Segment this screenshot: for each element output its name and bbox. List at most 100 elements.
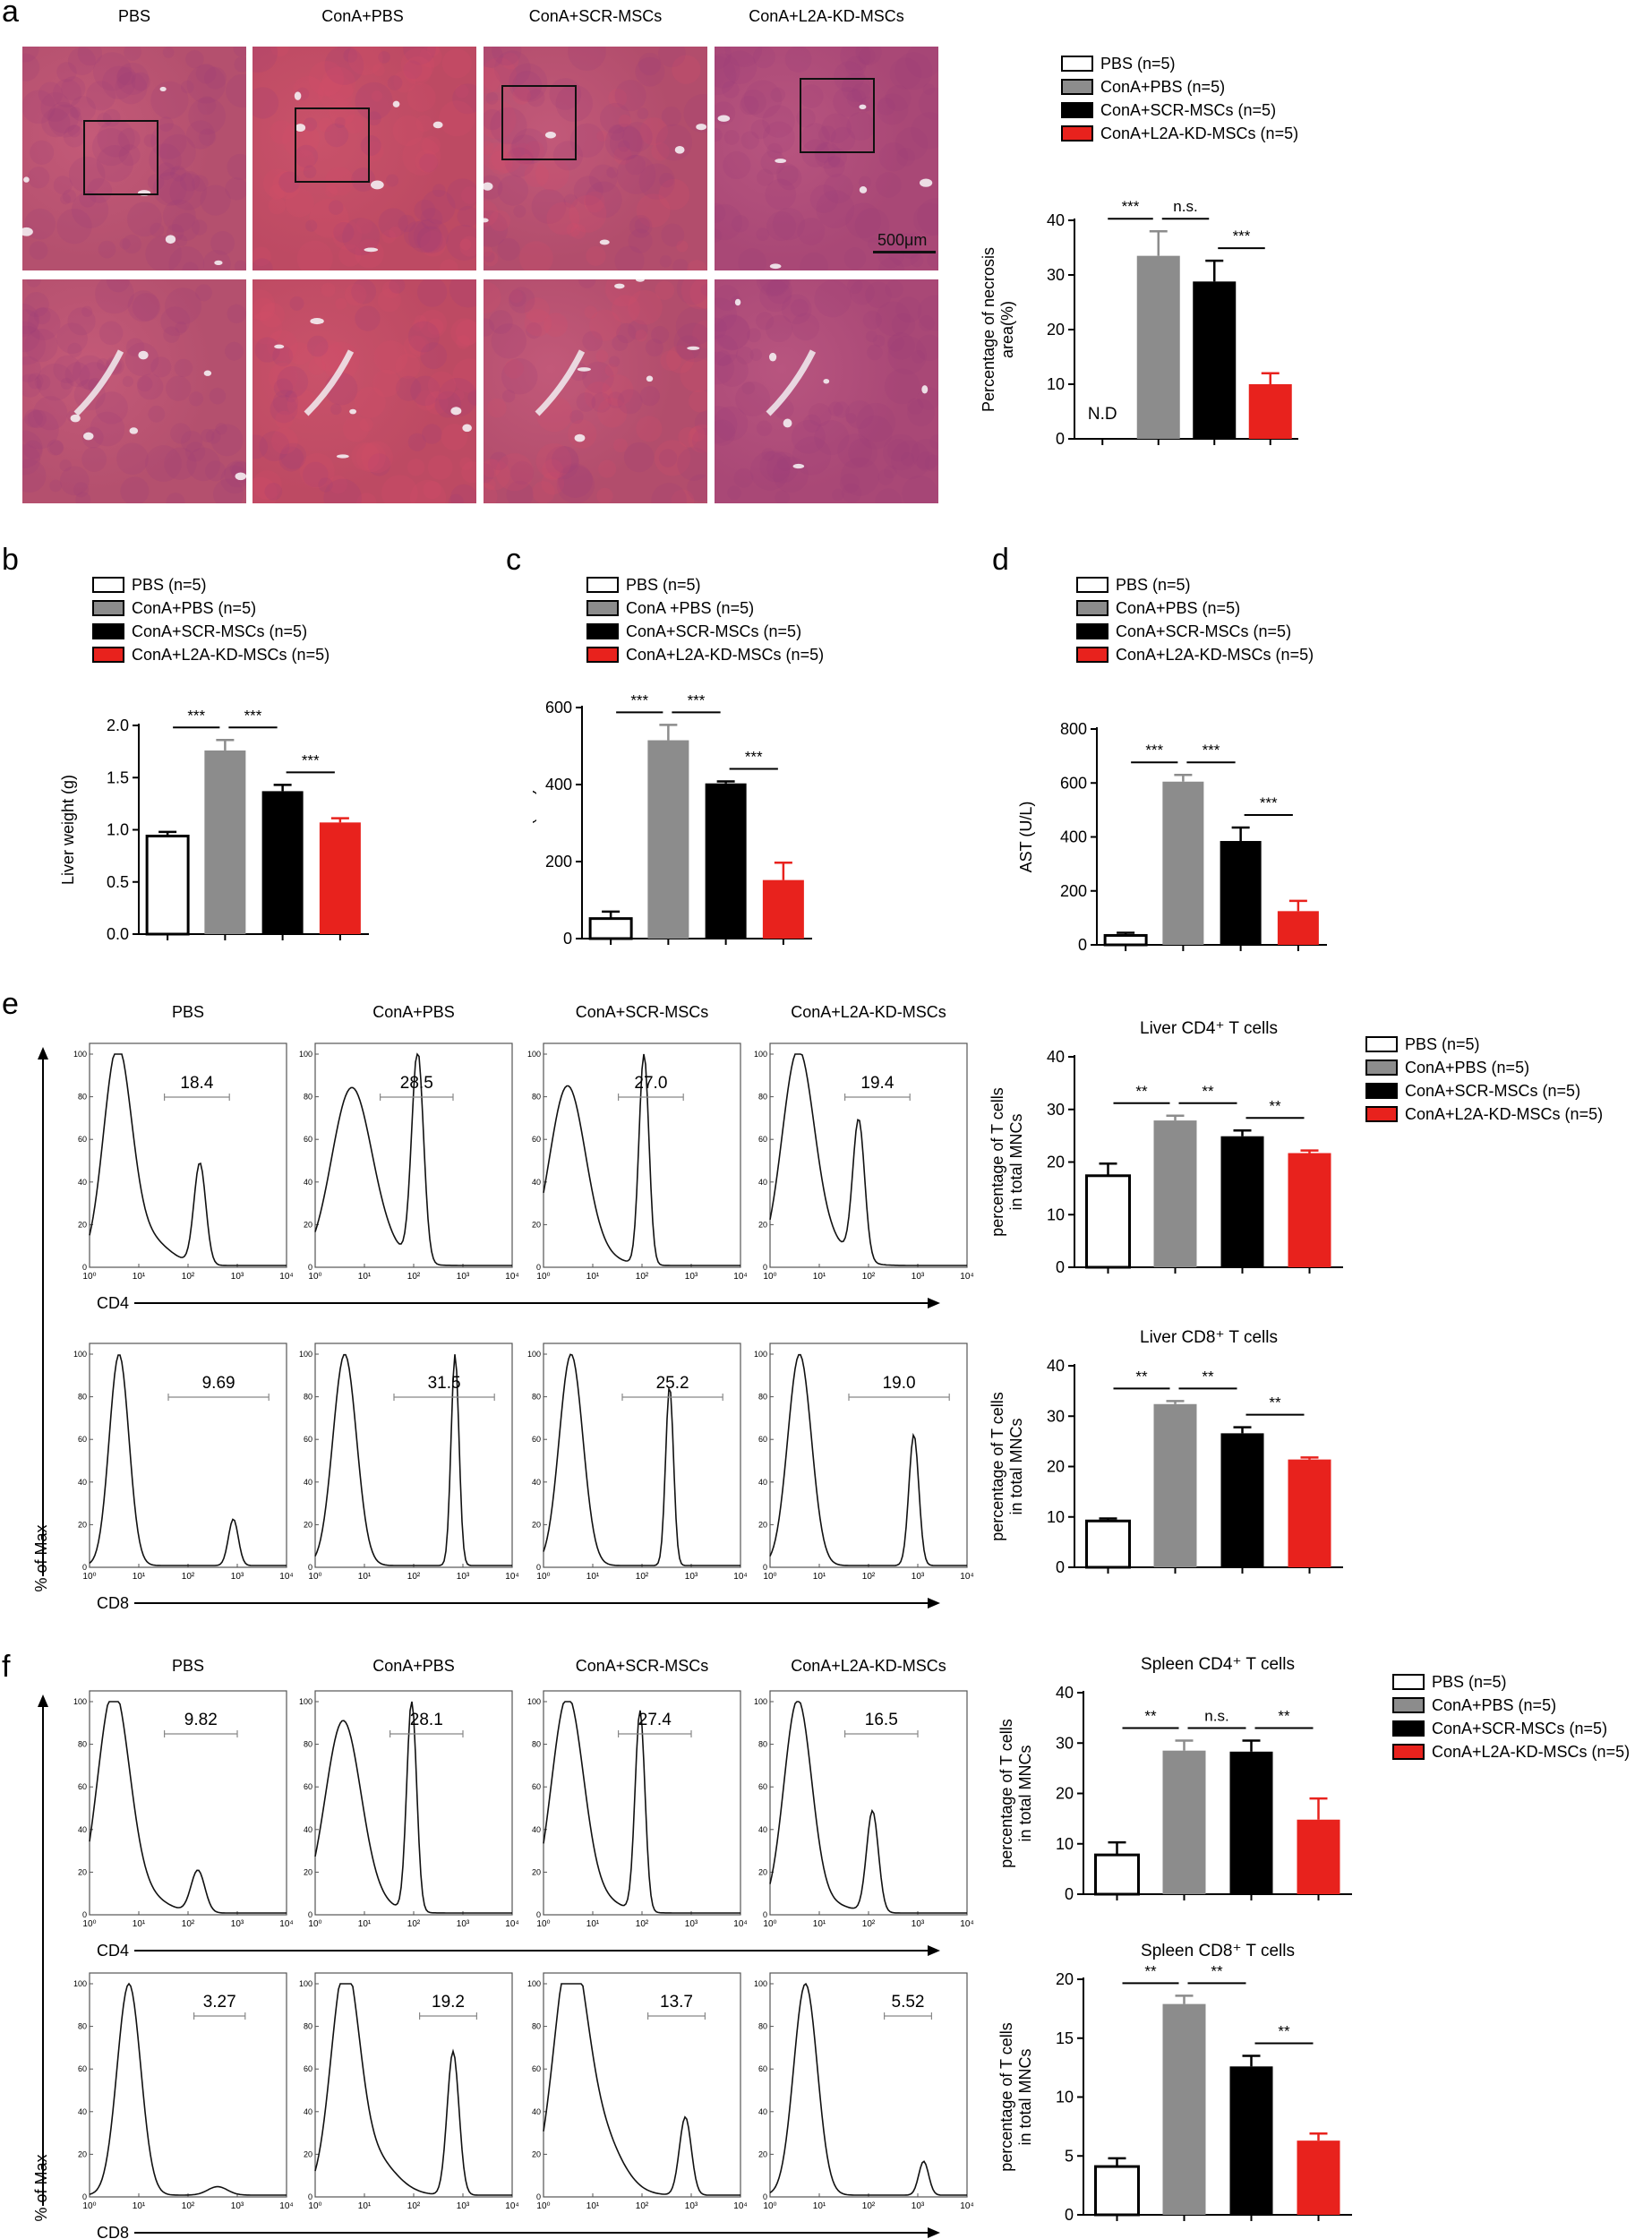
tissue-patch [599,102,631,134]
tissue-patch [635,329,647,342]
tissue-patch [912,350,926,364]
x-tick-label: 10⁰ [536,1272,550,1282]
tissue-patch [126,202,162,237]
tissue-patch [756,279,792,297]
tissue-patch [253,246,271,267]
y-tick-label: 1.5 [107,768,129,786]
tissue-patch [484,459,510,491]
y-tick-label: 200 [545,853,572,871]
vessel-lumen [775,159,787,164]
legend-item: ConA+PBS (n=5) [1365,1056,1603,1079]
tissue-patch [389,279,406,294]
tissue-patch [309,198,349,238]
tissue-patch [589,309,621,341]
tissue-patch [192,175,209,193]
tissue-patch [655,124,693,161]
tissue-patch [215,423,227,435]
tissue-patch [98,321,124,346]
tissue-patch [929,434,938,450]
tissue-patch [47,439,64,456]
tissue-patch [355,81,393,120]
vessel-lumen [295,124,306,133]
tissue-patch [200,184,231,216]
tissue-patch [33,307,51,325]
tissue-patch [759,279,792,313]
x-tick-label: 10⁰ [308,1572,321,1582]
legend-label: ConA+SCR-MSCs (n=5) [1116,622,1292,640]
tissue-patch [254,337,280,363]
liver-cd4-chart: Liver CD4⁺ T cells 0 10 20 30 40 percentage of… [989,1019,1343,1276]
x-tick-label: 10⁴ [505,2201,518,2211]
arrow-head [928,1598,940,1608]
tissue-patch [416,279,448,307]
legend-f: PBS (n=5) ConA+PBS (n=5) ConA+SCR-MSCs (… [1392,1670,1630,1763]
tissue-patch [293,150,315,172]
legend-label: PBS (n=5) [1100,54,1176,73]
tissue-patch [75,492,91,503]
tissue-patch [227,153,246,180]
tissue-patch [509,289,526,307]
tissue-patch [450,318,476,347]
zoom-region-box [800,78,875,153]
tissue-patch [157,167,195,206]
tissue-patch [304,219,318,232]
tissue-patch [30,140,55,165]
tissue-patch [583,191,605,213]
tissue-patch [877,257,905,270]
tissue-patch [878,142,909,172]
tissue-patch [518,241,553,270]
tissue-patch [157,162,175,181]
y-tick-label: 0 [1065,2206,1074,2224]
legend-swatch [1061,79,1093,95]
y-tick-label: 20 [304,1867,312,1876]
tissue-patch [210,230,235,255]
tissue-patch [164,447,197,480]
y-tick-label: 20 [532,1867,541,1876]
tissue-patch [162,199,196,233]
tissue-patch [69,107,81,118]
arrow-head [38,1047,48,1059]
tissue-patch [596,130,608,142]
x-tick-label: 10¹ [813,2201,826,2211]
tissue-patch [186,447,220,482]
legend-e: PBS (n=5) ConA+PBS (n=5) ConA+SCR-MSCs (… [1365,1033,1603,1126]
tissue-patch [546,202,580,236]
tissue-patch [827,155,841,167]
tissue-patch [36,363,74,401]
gate-percentage: 16.5 [865,1711,898,1729]
y-tick-label: 60 [78,2064,87,2073]
tissue-patch [586,245,606,267]
vessel-lumen [614,283,625,289]
x-tick-label: 10⁰ [82,1272,96,1282]
y-tick-label: 100 [527,1697,541,1706]
tissue-patch [262,168,294,199]
tissue-patch [750,119,771,140]
y-tick-label: 400 [1060,828,1087,846]
vessel-lumen [203,370,212,376]
y-tick-label: 0 [1056,1258,1065,1276]
legend-c: PBS (n=5) ConA +PBS (n=5) ConA+SCR-MSCs … [586,573,824,666]
tissue-patch [887,232,922,267]
tissue-patch [556,465,595,503]
tissue-patch [613,438,628,453]
tissue-patch [492,47,522,66]
tissue-patch [484,47,503,68]
tissue-patch [889,57,922,90]
tissue-patch [318,117,333,133]
y-tick-label: 80 [532,1740,541,1749]
vessel-lumen [159,86,167,91]
tissue-patch [628,289,663,325]
tissue-patch [292,75,324,107]
vessel-lumen [310,318,324,325]
tissue-patch [282,120,320,159]
tissue-patch [184,442,206,462]
tissue-patch [95,279,134,314]
y-tick-label: 20 [1047,321,1065,339]
legend-swatch [586,577,619,593]
x-tick-label: 10¹ [586,1272,600,1282]
tissue-patch [488,150,513,176]
y-axis-label-line: AST (U/L) [1017,802,1035,873]
tissue-patch [467,390,476,406]
tissue-patch [651,142,670,161]
tissue-patch [386,174,399,187]
